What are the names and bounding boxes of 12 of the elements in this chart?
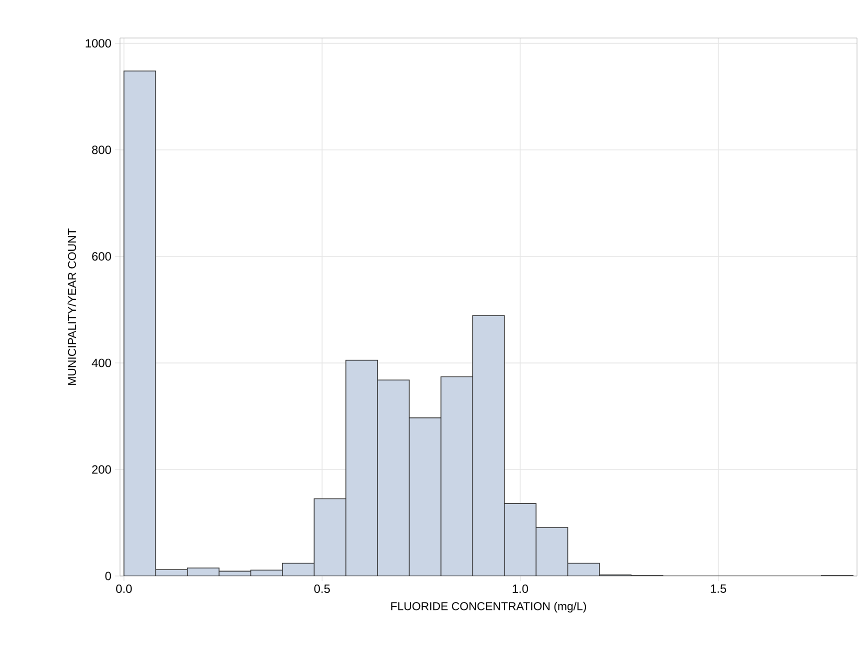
y-tick-label: 400 — [92, 358, 112, 368]
x-tick-label: 1.0 — [512, 584, 528, 593]
y-tick-label: 0 — [105, 572, 112, 580]
y-tick-label: 600 — [92, 252, 112, 261]
x-axis-title: FLUORIDE CONCENTRATION (mg/L) — [391, 602, 586, 612]
y-tick-label: 200 — [92, 465, 112, 474]
x-tick-label: 0.0 — [116, 584, 132, 593]
y-tick-label: 800 — [92, 146, 112, 154]
y-axis-title: MUNICIPALITY/YEAR COUNT — [68, 228, 76, 385]
x-tick-label: 0.5 — [314, 584, 330, 593]
y-tick-label: 1000 — [86, 39, 112, 48]
x-tick-label: 1.5 — [710, 584, 726, 593]
